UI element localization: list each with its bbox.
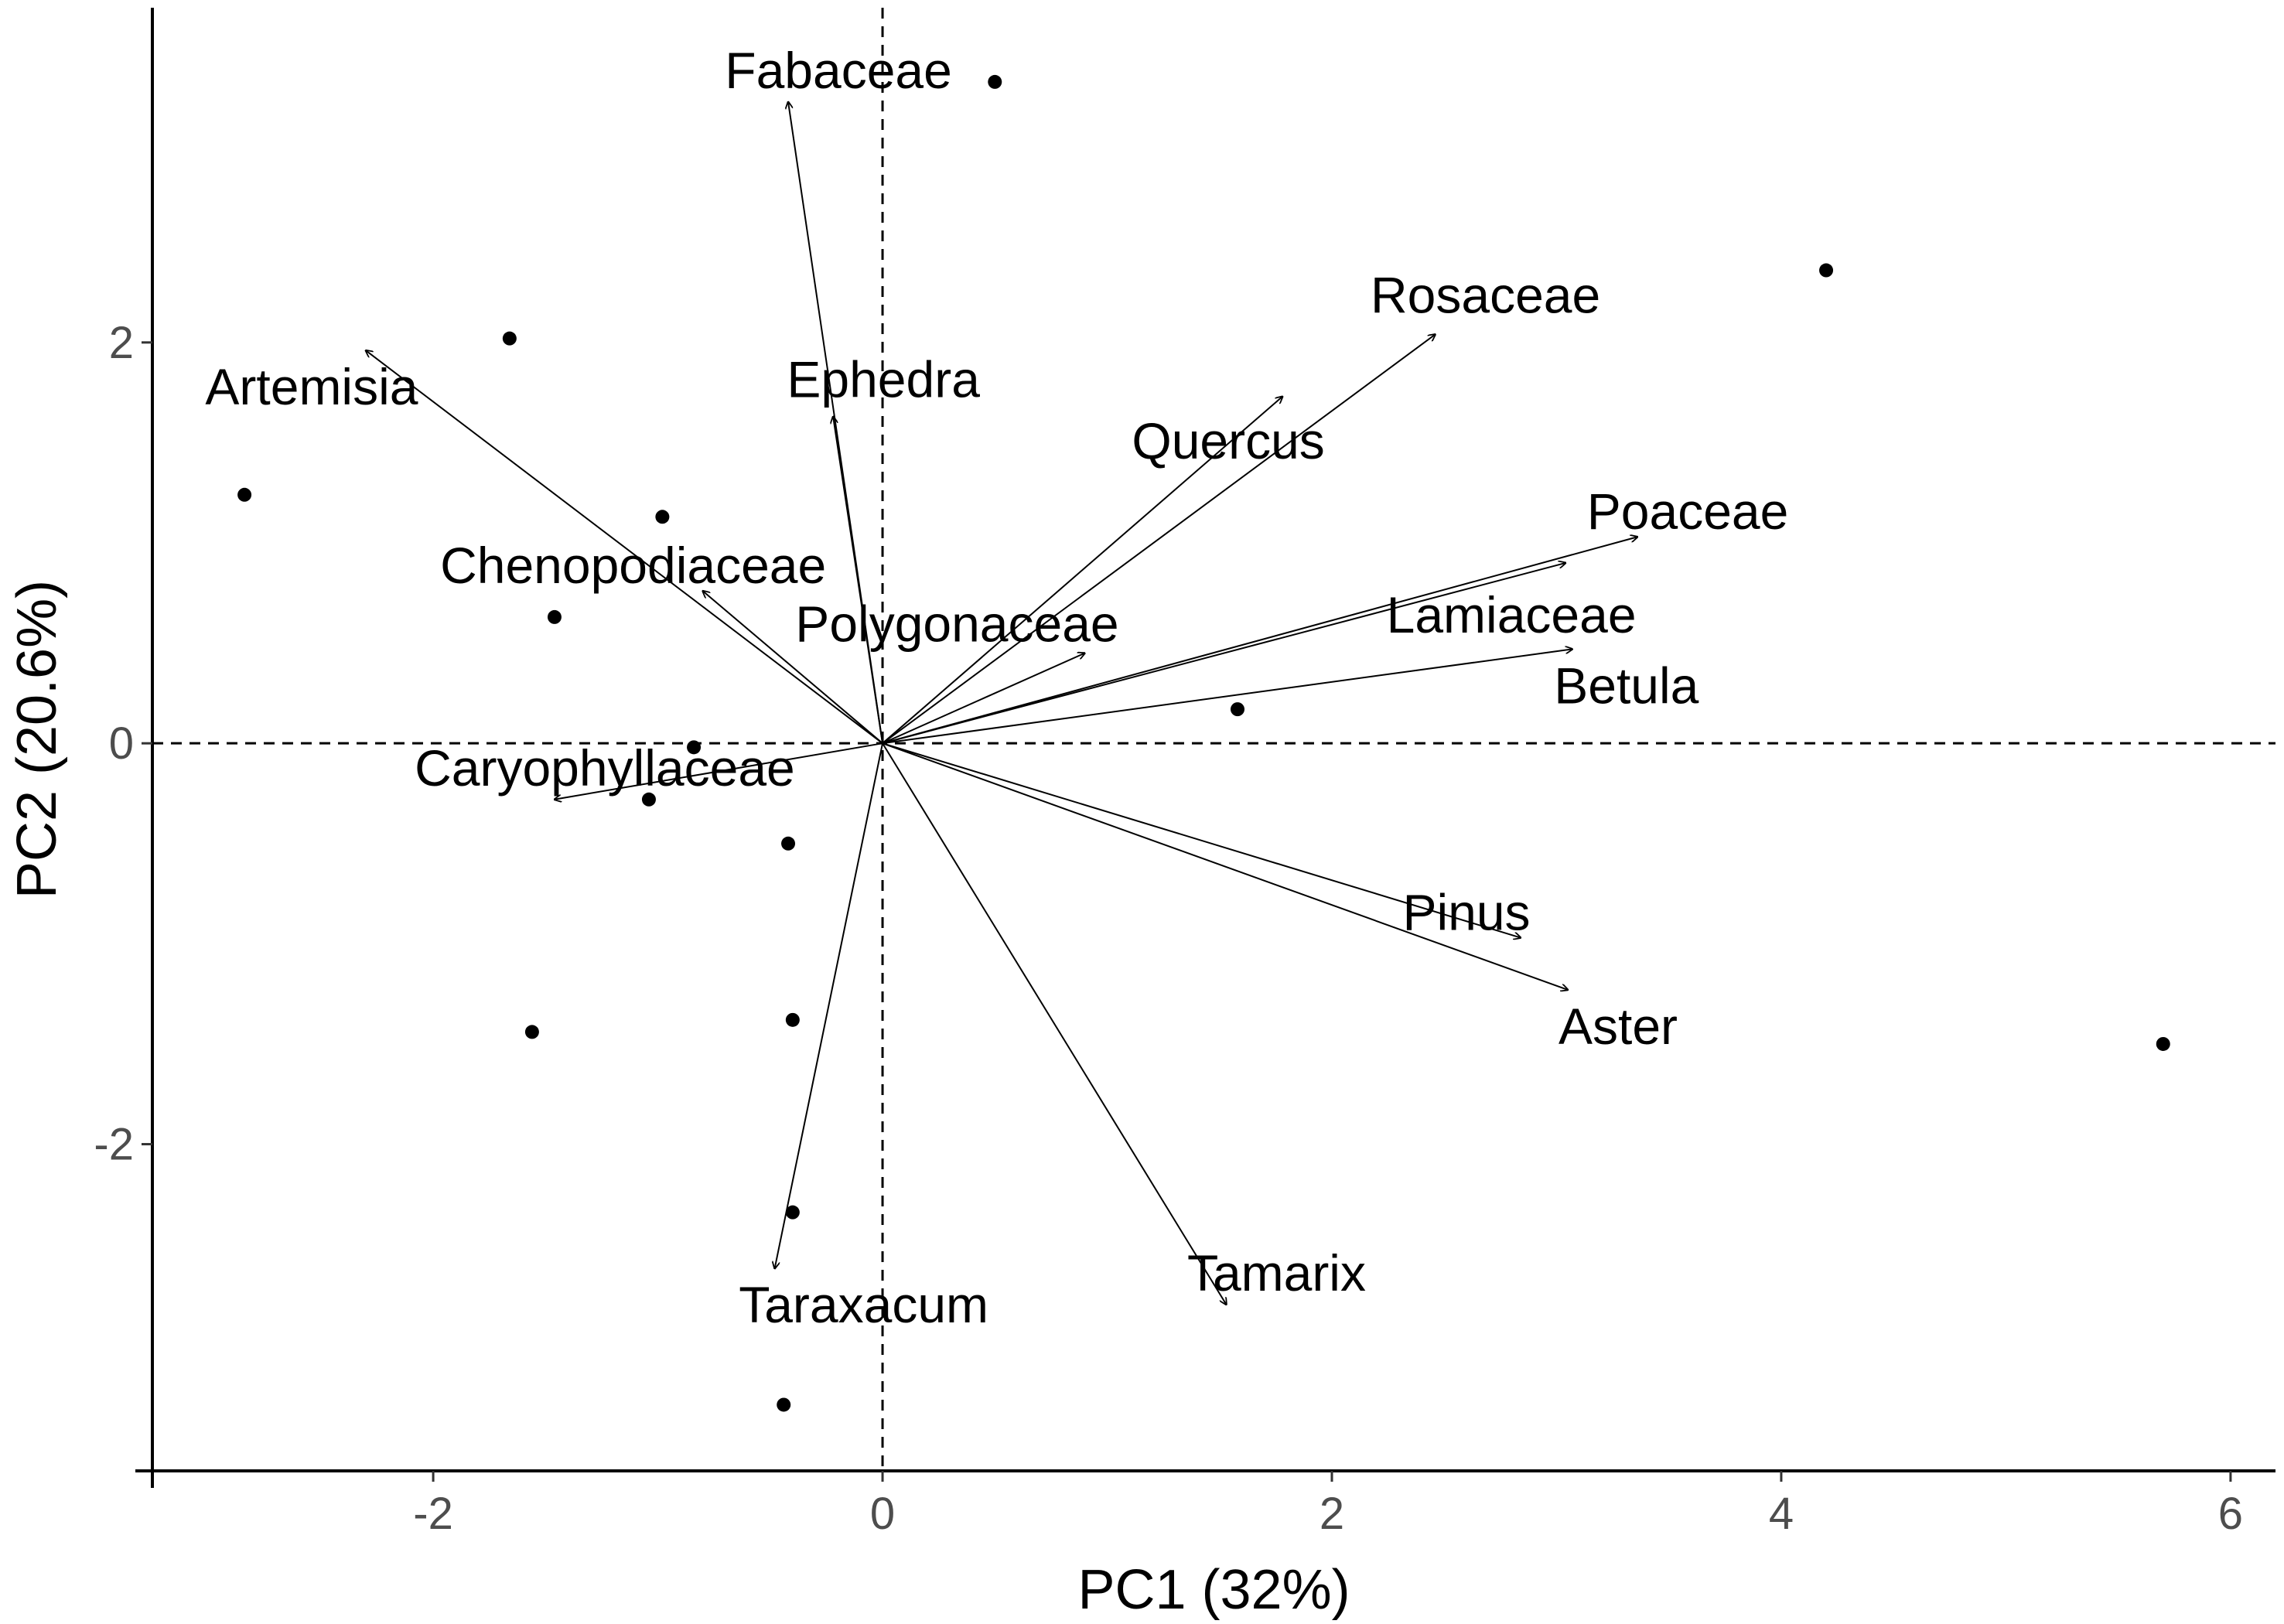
score-point xyxy=(785,1012,800,1027)
y-tick-label: 0 xyxy=(109,718,134,769)
y-tick-label: 2 xyxy=(109,318,134,368)
loading-arrow-caryophyllaceae xyxy=(555,742,883,800)
loading-arrow-taraxacum xyxy=(775,742,884,1268)
score-point xyxy=(547,609,562,624)
x-tick-label: 2 xyxy=(1320,1489,1344,1539)
loading-arrow-betula xyxy=(882,649,1572,745)
loading-label-lamiaceae: Lamiaceae xyxy=(1387,586,1637,643)
loading-arrow-pinus xyxy=(882,742,1521,937)
loading-arrows xyxy=(366,102,1637,1305)
loading-label-betula: Betula xyxy=(1554,657,1698,714)
loading-arrow-poaceae xyxy=(882,537,1637,745)
loading-arrow-rosaceae xyxy=(882,334,1436,744)
x-tick-label: -2 xyxy=(413,1489,453,1539)
loading-arrow-lamiaceae xyxy=(882,563,1565,745)
loading-arrow-polygonaceae xyxy=(882,653,1084,745)
score-point xyxy=(777,1397,791,1412)
loading-label-tamarix: Tamarix xyxy=(1187,1244,1366,1302)
y-tick-label: -2 xyxy=(94,1120,134,1170)
loading-label-rosaceae: Rosaceae xyxy=(1371,266,1600,323)
score-point xyxy=(524,1025,539,1039)
score-point xyxy=(988,74,1002,89)
loading-arrow-ephedra xyxy=(833,417,884,744)
score-point xyxy=(1819,263,1834,278)
score-point xyxy=(785,1205,800,1220)
loading-label-artemisia: Artemisia xyxy=(205,358,418,415)
loading-label-pinus: Pinus xyxy=(1402,884,1530,941)
score-points xyxy=(237,74,2170,1412)
loading-label-aster: Aster xyxy=(1559,998,1678,1055)
score-point xyxy=(687,740,702,755)
x-tick-label: 4 xyxy=(1769,1489,1794,1539)
axes xyxy=(135,8,2275,1488)
loading-arrow-aster xyxy=(882,742,1568,990)
score-point xyxy=(2156,1036,2170,1051)
loading-label-fabaceae: Fabaceae xyxy=(725,42,952,99)
loading-label-ephedra: Ephedra xyxy=(787,351,980,408)
score-point xyxy=(781,836,796,851)
y-axis-title: PC2 (20.6%) xyxy=(6,580,68,899)
loading-label-polygonaceae: Polygonaceae xyxy=(795,595,1118,653)
loading-arrow-chenopodiaceae xyxy=(703,591,883,744)
loading-arrow-artemisia xyxy=(366,350,883,744)
loading-label-quercus: Quercus xyxy=(1132,412,1324,469)
score-point xyxy=(1231,702,1244,717)
score-point xyxy=(641,792,656,807)
score-point xyxy=(502,331,517,346)
ticks: -2 0 2 4 6 -2 0 2 xyxy=(94,318,2243,1539)
loading-arrow-tamarix xyxy=(882,742,1226,1305)
x-tick-label: 6 xyxy=(2218,1489,2243,1539)
loading-arrow-quercus xyxy=(882,397,1282,744)
loading-label-poaceae: Poaceae xyxy=(1587,483,1789,540)
x-tick-label: 0 xyxy=(870,1489,895,1539)
x-axis-title: PC1 (32%) xyxy=(1077,1559,1350,1621)
loading-label-taraxacum: Taraxacum xyxy=(739,1276,988,1333)
loading-label-chenopodiaceae: Chenopodiaceae xyxy=(440,537,826,594)
score-point xyxy=(237,487,252,502)
loading-labels: Fabaceae Artemisia Ephedra Chenopodiaceae Ca… xyxy=(205,42,1788,1333)
score-point xyxy=(655,510,670,524)
loading-label-caryophyllaceae: Caryophyllaceae xyxy=(415,739,795,797)
